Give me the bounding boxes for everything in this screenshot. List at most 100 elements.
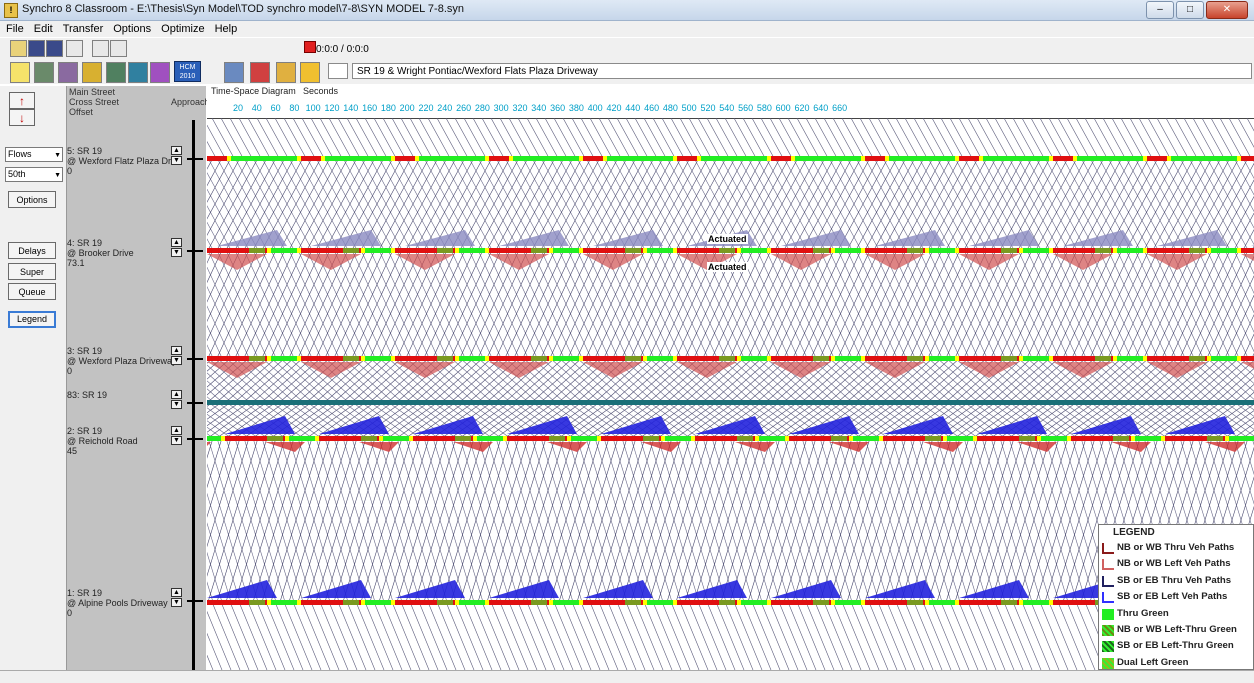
menu-optimize[interactable]: Optimize — [161, 23, 205, 35]
signing-icon[interactable] — [82, 62, 102, 83]
approach-up-icon[interactable]: ▲ — [171, 238, 182, 247]
approach-toggle[interactable]: ▲ ▼ — [171, 146, 182, 165]
menu-help[interactable]: Help — [214, 23, 238, 35]
veh-path — [1030, 118, 1054, 159]
veh-path — [1008, 357, 1060, 403]
veh-path — [639, 437, 691, 603]
flows-select[interactable]: Flows ▼ — [5, 147, 63, 162]
queue-button[interactable]: Queue — [8, 283, 56, 300]
approach-down-icon[interactable]: ▼ — [171, 400, 182, 409]
approach-up-icon[interactable]: ▲ — [171, 146, 182, 155]
approach-down-icon[interactable]: ▼ — [171, 598, 182, 607]
super-button[interactable]: Super — [8, 263, 56, 280]
veh-path — [477, 437, 529, 603]
minimize-button[interactable]: – — [1146, 1, 1174, 19]
veh-path — [522, 157, 574, 251]
veh-path — [450, 437, 502, 603]
open-icon[interactable] — [10, 40, 27, 57]
approach-tick — [187, 158, 203, 160]
platoon — [789, 416, 859, 434]
approach-down-icon[interactable]: ▼ — [171, 156, 182, 165]
menu-options[interactable]: Options — [113, 23, 152, 35]
approach-down-icon[interactable]: ▼ — [171, 248, 182, 257]
veh-path — [283, 118, 307, 159]
time-space-icon[interactable] — [224, 62, 244, 83]
approach-up-icon[interactable]: ▲ — [171, 390, 182, 399]
approach-toggle[interactable]: ▲ ▼ — [171, 426, 182, 445]
approach-up-icon[interactable]: ▲ — [171, 588, 182, 597]
veh-path — [940, 601, 970, 670]
timing-icon[interactable] — [58, 62, 78, 83]
veh-path — [252, 357, 304, 403]
legend-swatch — [1102, 624, 1114, 636]
menu-edit[interactable]: Edit — [33, 23, 53, 35]
percentile-select[interactable]: 50th ▼ — [5, 167, 63, 182]
detector-icon[interactable] — [150, 62, 170, 83]
volume-icon[interactable] — [34, 62, 54, 83]
veh-path — [207, 157, 214, 170]
approach-up-icon[interactable]: ▲ — [171, 426, 182, 435]
legend-button[interactable]: Legend — [8, 311, 56, 328]
menu-transfer[interactable]: Transfer — [62, 23, 104, 35]
print-icon[interactable] — [66, 40, 83, 57]
veh-path — [850, 118, 874, 159]
report-icon[interactable] — [276, 62, 296, 83]
veh-path — [540, 437, 592, 603]
lanes-icon[interactable] — [10, 62, 30, 83]
veh-path — [207, 437, 259, 603]
approach-up-icon[interactable]: ▲ — [171, 346, 182, 355]
undo-icon[interactable] — [92, 40, 109, 57]
veh-path — [1125, 157, 1177, 251]
veh-path — [805, 118, 829, 159]
veh-path — [1215, 275, 1254, 359]
veh-path — [207, 401, 223, 414]
left-thru-green — [1207, 436, 1223, 441]
menu-file[interactable]: File — [6, 23, 24, 35]
veh-path — [643, 601, 673, 670]
veh-path — [765, 249, 817, 359]
phasing-icon[interactable] — [106, 62, 126, 83]
veh-path — [675, 437, 727, 603]
scroll-up-button[interactable]: ↑ — [9, 92, 35, 109]
maximize-button[interactable]: □ — [1176, 1, 1204, 19]
delays-button[interactable]: Delays — [8, 242, 56, 259]
time-space-diagram[interactable]: Time-Space Diagram Seconds 20 40 60 80 100 12… — [207, 86, 1254, 670]
veh-path — [315, 357, 367, 403]
approach-down-icon[interactable]: ▼ — [171, 356, 182, 365]
veh-path — [1224, 376, 1254, 403]
legend-swatch — [1102, 543, 1114, 554]
veh-path — [855, 157, 907, 251]
save-as-icon[interactable] — [46, 40, 63, 57]
close-button[interactable]: ✕ — [1206, 1, 1248, 19]
axis-tick-label: 600 — [775, 103, 791, 113]
options-button[interactable]: Options — [8, 191, 56, 208]
yellow-interval — [379, 436, 383, 441]
veh-path — [373, 118, 397, 159]
veh-path — [522, 437, 574, 603]
veh-path — [261, 437, 313, 603]
simulation-icon[interactable] — [128, 62, 148, 83]
yellow-interval — [1237, 248, 1241, 253]
selected-intersection-icon[interactable] — [250, 62, 270, 83]
veh-path — [423, 357, 475, 403]
veh-path — [648, 157, 700, 251]
approach-toggle[interactable]: ▲ ▼ — [171, 390, 182, 409]
scroll-down-button[interactable]: ↓ — [9, 109, 35, 126]
veh-path — [675, 401, 727, 439]
help-icon[interactable] — [300, 62, 320, 83]
platoon — [1147, 254, 1207, 270]
redo-icon[interactable] — [110, 40, 127, 57]
approach-down-icon[interactable]: ▼ — [171, 436, 182, 445]
hcm-2010-button[interactable]: HCM 2010 — [174, 61, 201, 82]
save-icon[interactable] — [28, 40, 45, 57]
node-number-field[interactable] — [328, 63, 348, 79]
approach-toggle[interactable]: ▲ ▼ — [171, 588, 182, 607]
veh-path — [895, 601, 925, 670]
veh-path — [261, 357, 313, 403]
record-icon[interactable] — [304, 41, 316, 53]
veh-path — [468, 437, 520, 603]
legend-label: NB or WB Left Veh Paths — [1117, 558, 1231, 570]
approach-toggle[interactable]: ▲ ▼ — [171, 238, 182, 257]
left-thru-green — [343, 600, 359, 605]
approach-toggle[interactable]: ▲ ▼ — [171, 346, 182, 365]
